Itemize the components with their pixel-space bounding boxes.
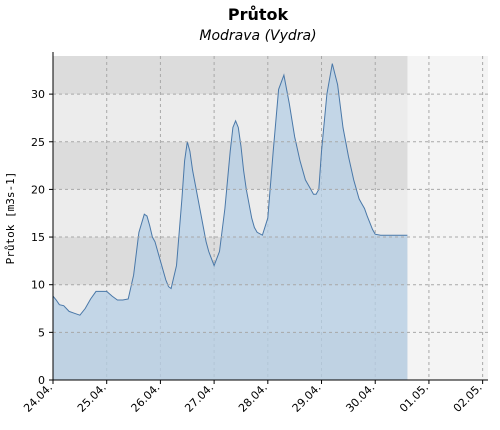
chart-subtitle: Modrava (Vydra) — [199, 28, 316, 44]
x-tick-label: 25.04. — [75, 381, 109, 415]
area-fill — [53, 63, 408, 380]
chart-title: Průtok — [228, 5, 289, 24]
axes — [52, 52, 488, 381]
band — [53, 56, 408, 95]
data-area — [52, 63, 408, 380]
y-tick-label: 20 — [31, 183, 45, 196]
y-axis-label: Průtok [m3s-1] — [4, 172, 17, 265]
horizontal-grid — [53, 93, 488, 333]
y-tick-labels: 0 5 10 15 20 25 30 — [31, 88, 53, 387]
x-tick-label: 01.05. — [397, 381, 431, 415]
x-tick-label: 28.04. — [236, 381, 270, 415]
y-tick-label: 25 — [31, 136, 45, 149]
y-tick-label: 5 — [38, 326, 45, 339]
y-tick-label: 30 — [31, 88, 45, 101]
x-tick-label: 02.05. — [451, 381, 485, 415]
x-tick-label: 29.04. — [290, 381, 324, 415]
series-line — [52, 63, 408, 316]
y-tick-label: 10 — [31, 279, 45, 292]
x-tick-label: 30.04. — [343, 381, 377, 415]
x-tick-labels: 24.04. 25.04. 26.04. 27.04. 28.04. 29.04. 30.0… — [21, 380, 485, 415]
y-tick-label: 0 — [38, 374, 45, 387]
band — [53, 94, 408, 142]
x-tick-label: 27.04. — [182, 381, 216, 415]
y-tick-label: 15 — [31, 231, 45, 244]
x-tick-label: 26.04. — [129, 381, 163, 415]
